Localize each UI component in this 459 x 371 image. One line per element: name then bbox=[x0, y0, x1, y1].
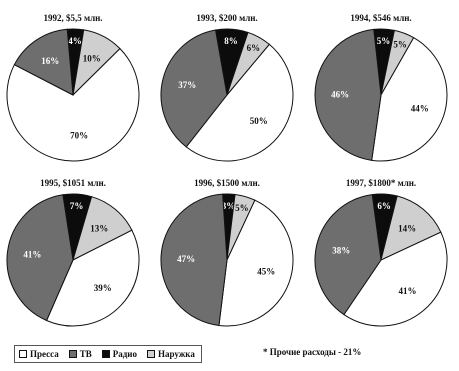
pie-chart-6: 6% 14% 41% 38% bbox=[314, 193, 448, 327]
pie-6-slice-Пресса bbox=[343, 231, 448, 327]
pie-3-label-Пресса: 44% bbox=[411, 103, 429, 113]
legend-label-outdoor: Наружка bbox=[157, 349, 195, 359]
pie-6-label-Пресса: 41% bbox=[399, 286, 417, 296]
pie-5-label-Наружка: 5% bbox=[235, 203, 249, 213]
pie-title-4: 1995, $1051 млн. bbox=[40, 178, 106, 188]
pie-6-slice-ТВ bbox=[314, 194, 382, 316]
pie-5-slice-Пресса bbox=[218, 199, 294, 327]
pie-chart-1: 4%10% 70% 16% bbox=[6, 28, 140, 162]
pie-2-label-Пресса: 50% bbox=[250, 116, 268, 126]
pie-5-label-Радио: 3% bbox=[222, 201, 236, 211]
pie-1-label-Пресса: 70% bbox=[70, 131, 88, 141]
pie-1-label-Наружка: 10% bbox=[83, 54, 101, 64]
pie-5-slice-ТВ bbox=[160, 193, 228, 327]
pie-2-slice-Пресса bbox=[185, 43, 294, 162]
legend-label-radio: Радио bbox=[112, 349, 137, 359]
pie-3-label-Радио: 5% bbox=[377, 36, 391, 46]
legend: Пресса ТВ Радио Наружка bbox=[14, 345, 202, 363]
legend-item-radio: Радио bbox=[101, 349, 137, 359]
pie-chart-2: 8% 6% 50% 37% bbox=[160, 28, 294, 162]
pie-3-slice-Пресса bbox=[371, 36, 448, 162]
pie-4-slice-Пресса bbox=[45, 229, 140, 327]
pie-3-slice-ТВ bbox=[314, 28, 382, 161]
legend-swatch-radio bbox=[101, 350, 110, 358]
pie-title-6: 1997, $1800* млн. bbox=[345, 178, 417, 188]
pie-6-slice-Наружка bbox=[380, 195, 442, 261]
pie-chart-3: 5% 5% 44% 46% bbox=[314, 28, 448, 162]
legend-swatch-press bbox=[19, 350, 27, 358]
pie-6-label-ТВ: 38% bbox=[332, 246, 350, 256]
pie-4-label-ТВ: 41% bbox=[23, 250, 41, 260]
footnote: * Прочие расходы - 21% bbox=[263, 347, 362, 357]
legend-item-press: Пресса bbox=[19, 349, 59, 359]
pie-chart-4: 7% 13% 39% 41% bbox=[6, 193, 140, 327]
pie-4-label-Радио: 7% bbox=[70, 201, 84, 211]
pie-1-label-ТВ: 16% bbox=[41, 56, 59, 66]
pie-4-label-Пресса: 39% bbox=[94, 283, 112, 293]
pie-1-slice-ТВ bbox=[13, 28, 74, 96]
legend-item-tv: ТВ bbox=[68, 349, 92, 359]
legend-item-outdoor: Наружка bbox=[146, 349, 195, 359]
pie-6-label-Наружка: 14% bbox=[398, 224, 416, 234]
pie-1-label-Радио: 4% bbox=[68, 36, 82, 46]
pie-6-label-Радио: 6% bbox=[377, 201, 391, 211]
pie-1-slice-Пресса bbox=[6, 47, 140, 162]
legend-label-tv: ТВ bbox=[79, 349, 92, 359]
pie-2-label-Наружка: 6% bbox=[247, 43, 261, 53]
legend-swatch-outdoor bbox=[146, 350, 155, 358]
legend-label-press: Пресса bbox=[30, 349, 59, 359]
pie-4-label-Наружка: 13% bbox=[90, 224, 108, 234]
pie-title-1: 1992, $5,5 млн. bbox=[43, 13, 103, 23]
pie-5-label-ТВ: 47% bbox=[177, 254, 195, 264]
pie-3-label-ТВ: 46% bbox=[331, 89, 349, 99]
pie-2-label-Радио: 8% bbox=[224, 36, 238, 46]
pie-title-5: 1996, $1500 млн. bbox=[194, 178, 260, 188]
pie-5-label-Пресса: 45% bbox=[257, 266, 275, 276]
pie-4-slice-ТВ bbox=[6, 194, 74, 322]
pie-2-slice-ТВ bbox=[160, 29, 228, 148]
pie-title-3: 1994, $546 млн. bbox=[350, 13, 412, 23]
pie-2-label-ТВ: 37% bbox=[178, 80, 196, 90]
pie-chart-5: 3% 5% 45% 47% bbox=[160, 193, 294, 327]
pie-title-2: 1993, $200 млн. bbox=[196, 13, 258, 23]
pie-3-label-Наружка: 5% bbox=[393, 39, 407, 49]
legend-swatch-tv bbox=[68, 350, 77, 358]
